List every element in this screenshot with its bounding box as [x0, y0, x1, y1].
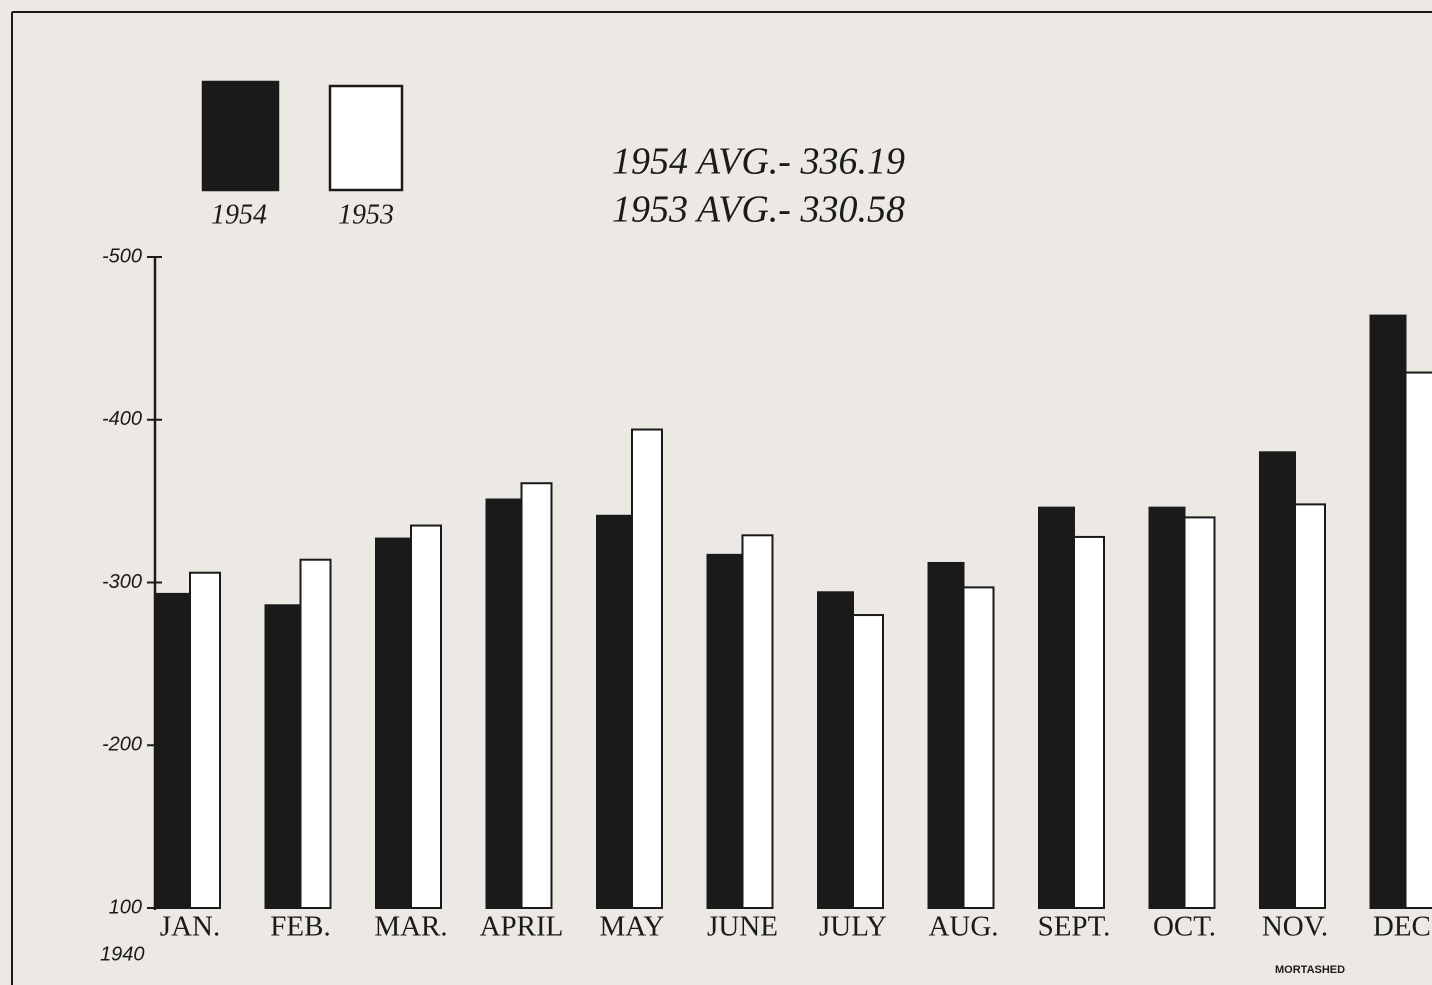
x-tick-label: MAY	[599, 911, 664, 943]
legend-swatch	[203, 82, 278, 190]
bar	[266, 605, 301, 908]
annotation: 1954 AVG.- 336.19	[612, 141, 905, 183]
legend-label: 1954	[211, 199, 267, 230]
signature: MORTASHED	[1275, 964, 1345, 976]
bar	[632, 430, 662, 908]
x-tick-label: JUNE	[707, 911, 778, 943]
chart: 1954 AVG.- 336.19 1953 AVG.- 330.58 1940…	[0, 0, 1432, 985]
y-tick-label: -400	[102, 408, 142, 430]
annotation: 1953 AVG.- 330.58	[612, 189, 905, 231]
bar	[818, 592, 853, 908]
bar	[853, 615, 883, 908]
x-tick-label: APRIL	[480, 911, 564, 943]
x-tick-label: JULY	[819, 911, 887, 943]
y-tick-label: -500	[102, 245, 142, 267]
bar	[1150, 508, 1185, 908]
x-tick-label: DEC.	[1373, 911, 1432, 943]
bar	[1074, 537, 1104, 908]
bar	[487, 499, 522, 908]
annotation: 1940	[100, 943, 145, 965]
bar	[597, 516, 632, 908]
bar	[376, 539, 411, 908]
x-tick-label: JAN.	[160, 911, 220, 943]
x-tick-label: NOV.	[1262, 911, 1328, 943]
bar	[155, 594, 190, 908]
x-tick-label: FEB.	[270, 911, 330, 943]
bar	[1185, 517, 1215, 908]
bar	[1371, 316, 1406, 908]
bar	[411, 526, 441, 908]
bar	[1295, 504, 1325, 908]
bar	[190, 573, 220, 908]
bar	[743, 535, 773, 908]
bar	[522, 483, 552, 908]
x-tick-label: AUG.	[928, 911, 998, 943]
y-tick-label: -300	[102, 571, 142, 593]
bar	[1406, 373, 1432, 908]
y-tick-label: 100	[109, 896, 142, 918]
bar	[708, 555, 743, 908]
bar	[301, 560, 331, 908]
x-tick-label: SEPT.	[1038, 911, 1111, 943]
legend-label: 1953	[338, 199, 394, 230]
bar	[929, 563, 964, 908]
bar	[1260, 452, 1295, 908]
legend-swatch	[330, 86, 402, 190]
y-tick-label: -200	[102, 734, 142, 756]
bar	[1039, 508, 1074, 908]
x-tick-label: MAR.	[374, 911, 447, 943]
x-tick-label: OCT.	[1153, 911, 1216, 943]
bar	[964, 587, 994, 908]
